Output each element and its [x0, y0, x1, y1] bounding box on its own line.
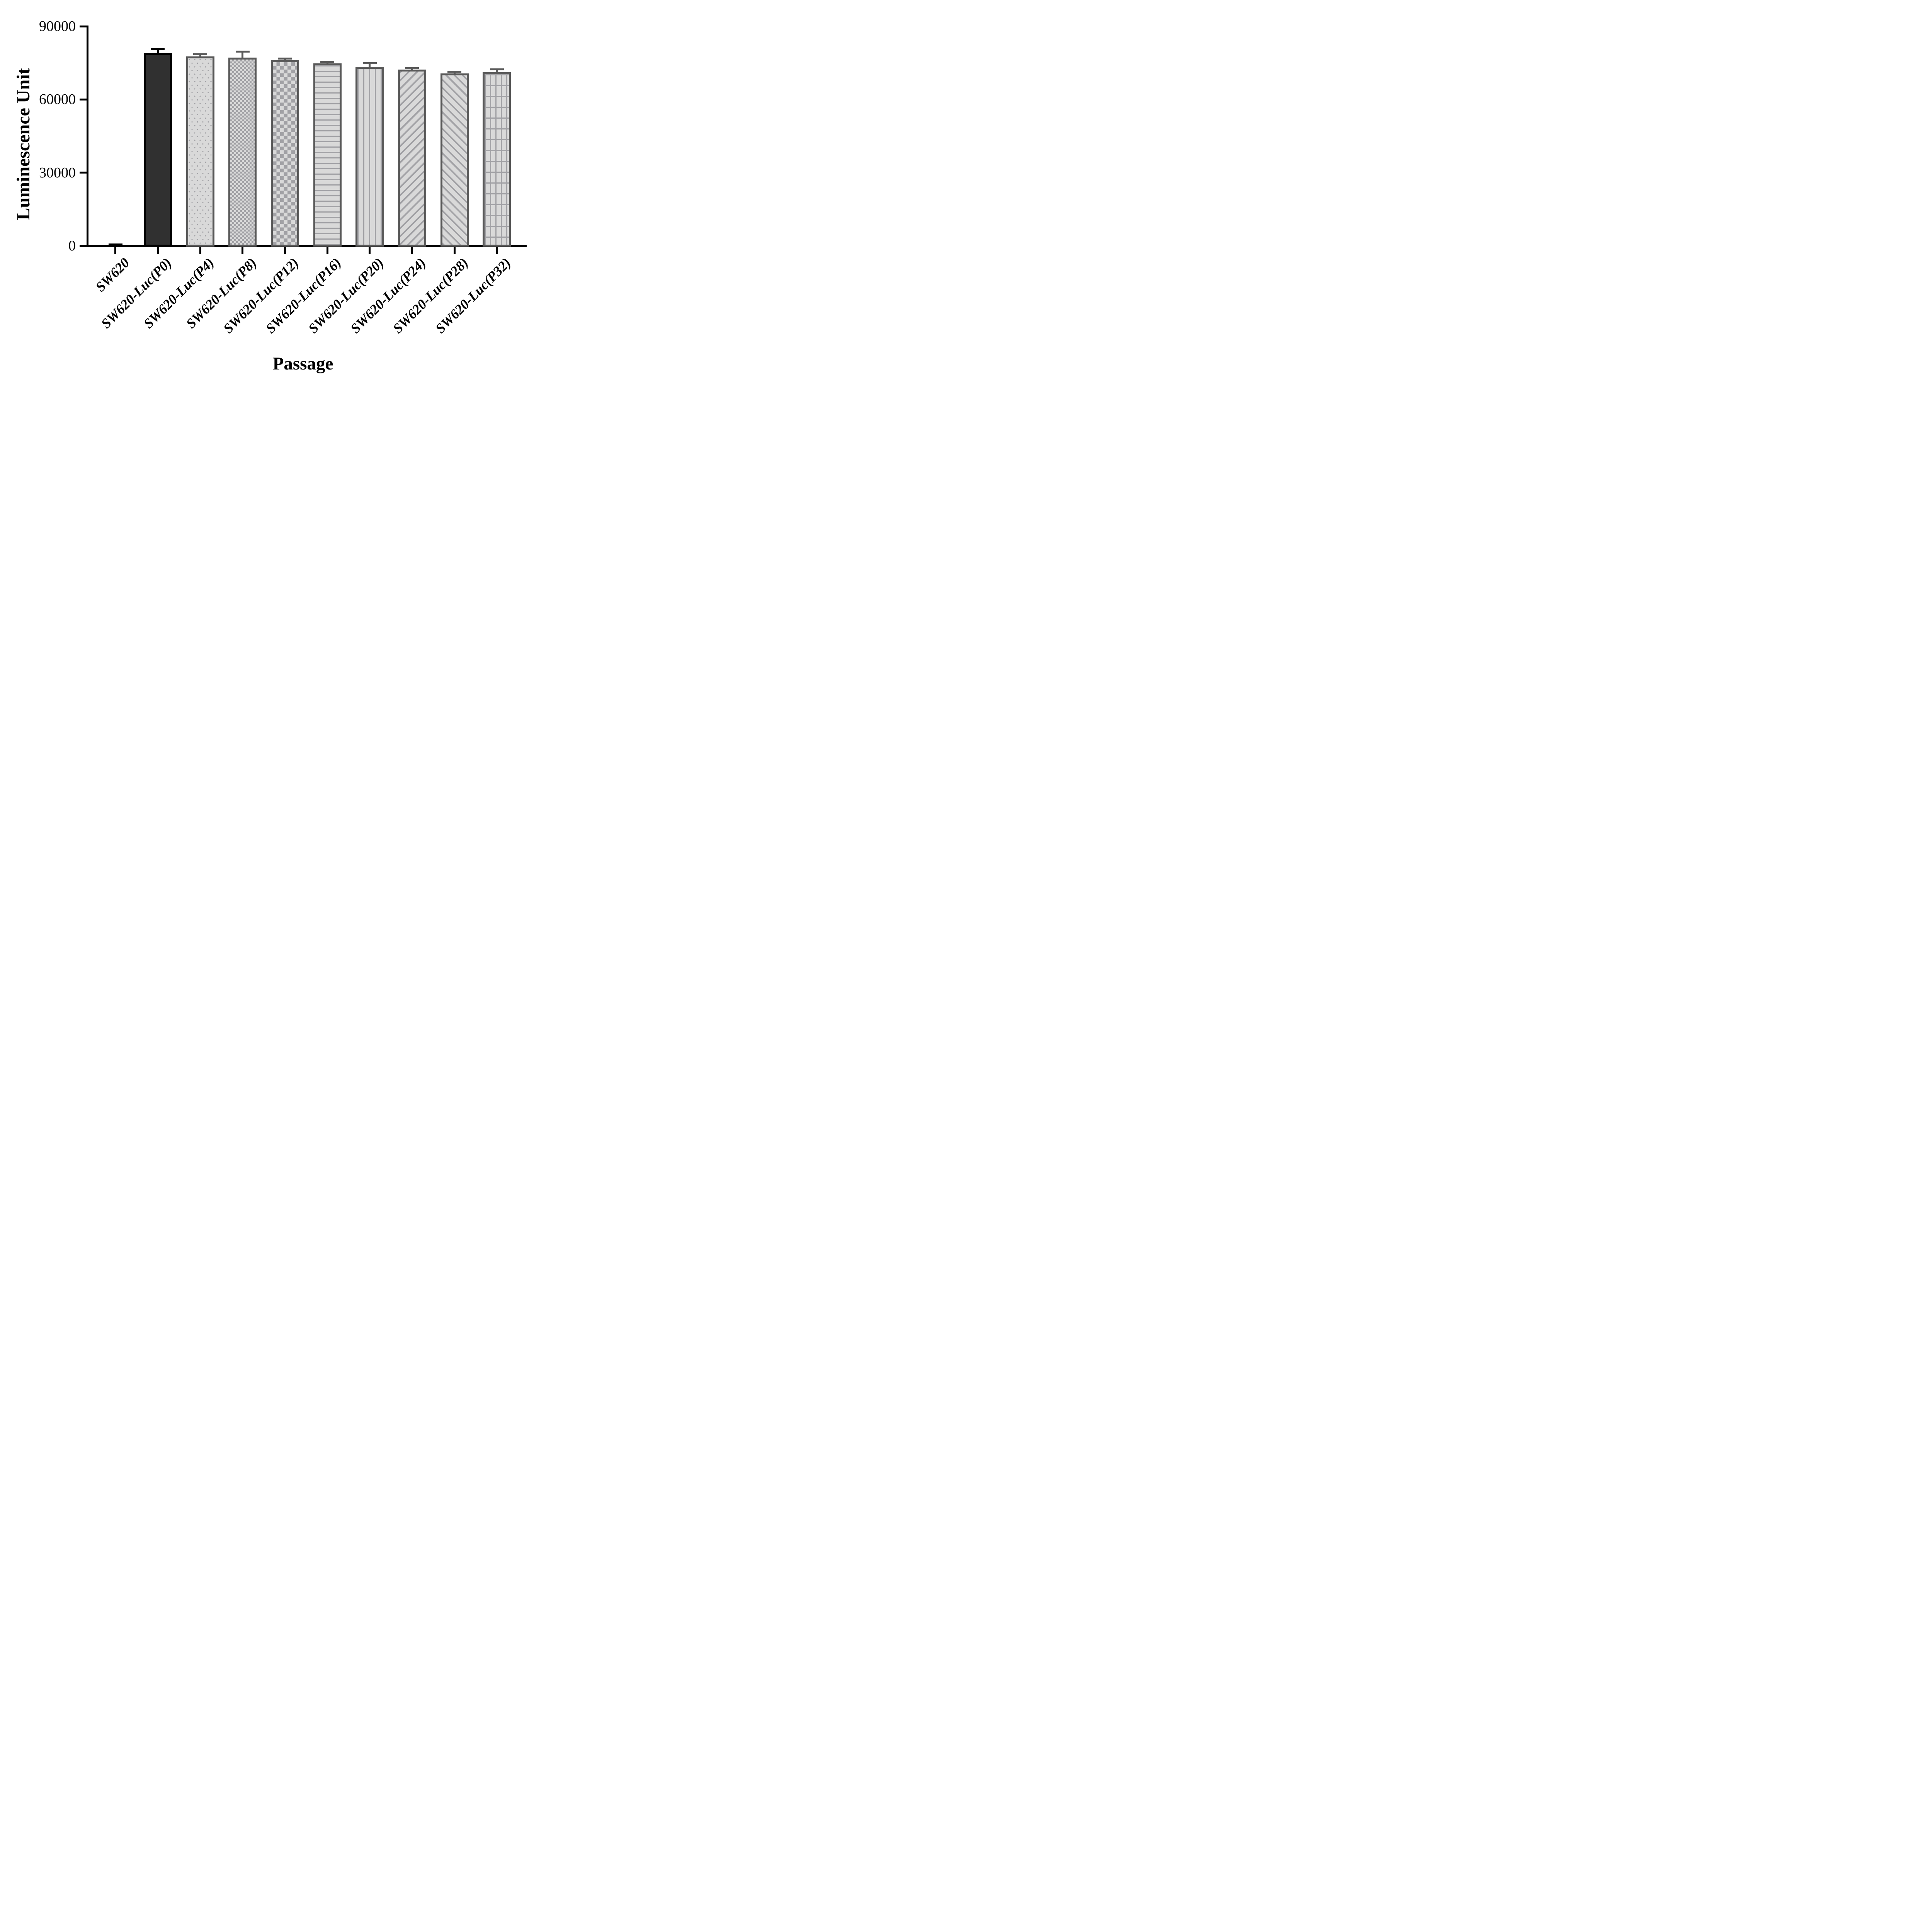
error-bar-whisker: [242, 51, 244, 59]
error-bar-cap: [447, 70, 462, 73]
x-tick: [496, 247, 498, 254]
error-bar-cap: [490, 68, 504, 71]
error-bar-cap: [151, 48, 165, 50]
y-tick-label: 0: [68, 238, 76, 254]
y-tick: [79, 98, 87, 100]
y-tick-label: 30000: [39, 164, 76, 181]
error-bar-cap: [108, 243, 122, 245]
x-tick: [284, 247, 286, 254]
bar-SW620-Luc(P32): [483, 72, 511, 247]
x-axis-title: Passage: [272, 354, 333, 374]
y-tick: [79, 25, 87, 27]
bar-chart-figure: Luminescence Unit Passage 0 30000 60000 900…: [0, 0, 551, 383]
x-tick: [114, 247, 117, 254]
x-tick: [453, 247, 456, 254]
x-tick: [156, 247, 159, 254]
error-bar-whisker: [453, 72, 456, 75]
error-bar-cap: [235, 51, 250, 53]
bar-SW620-Luc(P24): [398, 70, 426, 247]
x-tick: [369, 247, 371, 254]
x-tick: [199, 247, 201, 254]
bar-SW620-Luc(P12): [270, 60, 299, 247]
y-tick-label: 90000: [39, 18, 76, 34]
bar-SW620-Luc(P8): [228, 57, 257, 247]
x-tick: [411, 247, 413, 254]
y-tick-label: 60000: [39, 91, 76, 108]
error-bar-cap: [320, 61, 335, 63]
bar-SW620-Luc(P28): [440, 73, 469, 247]
bar-SW620-Luc(P0): [143, 53, 172, 247]
error-bar-cap: [362, 62, 377, 64]
error-bar-whisker: [496, 69, 498, 74]
error-bar-cap: [405, 67, 419, 70]
error-bar-cap: [278, 57, 292, 60]
error-bar-whisker: [156, 49, 159, 54]
error-bar-whisker: [199, 54, 201, 58]
x-tick: [326, 247, 328, 254]
y-tick: [79, 172, 87, 174]
bar-SW620-Luc(P4): [186, 56, 214, 247]
y-axis-line: [86, 25, 88, 247]
bar-SW620-Luc(P20): [355, 66, 384, 247]
error-bar-cap: [193, 53, 207, 56]
y-axis-title: Luminescence Unit: [13, 68, 34, 220]
bar-SW620: [101, 245, 130, 247]
bar-SW620-Luc(P16): [313, 63, 342, 247]
x-axis-line: [80, 245, 527, 247]
error-bar-whisker: [284, 58, 286, 62]
error-bar-whisker: [369, 63, 371, 68]
x-tick: [242, 247, 244, 254]
